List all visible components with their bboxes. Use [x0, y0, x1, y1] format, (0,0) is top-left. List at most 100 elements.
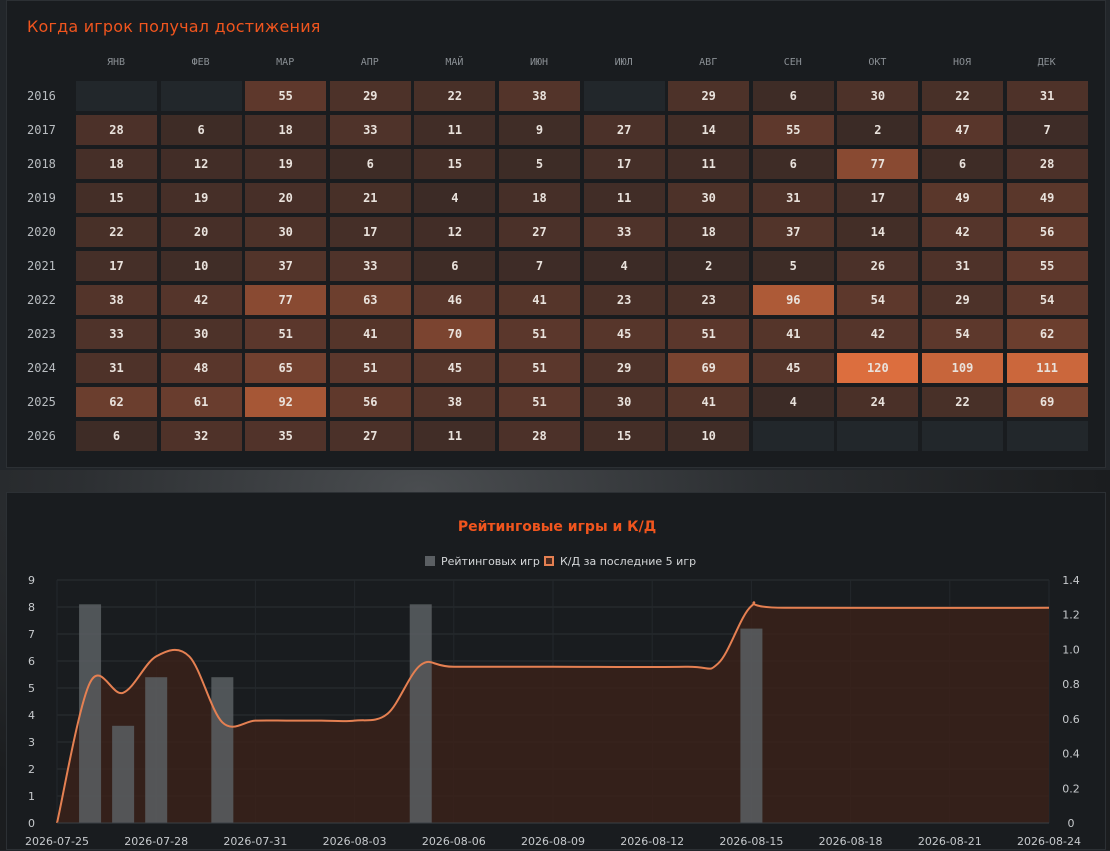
heatmap-cell[interactable]: 18 [245, 115, 327, 145]
heatmap-cell[interactable]: 38 [499, 81, 580, 111]
heatmap-cell[interactable]: 111 [1006, 353, 1088, 383]
heatmap-cell[interactable]: 41 [668, 387, 750, 417]
heatmap-cell[interactable]: 28 [1006, 149, 1088, 179]
heatmap-cell[interactable]: 11 [414, 421, 496, 451]
heatmap-cell[interactable]: 77 [245, 285, 327, 315]
heatmap-cell[interactable]: 62 [1006, 319, 1088, 349]
heatmap-cell[interactable]: 33 [583, 217, 665, 247]
heatmap-cell[interactable]: 11 [414, 115, 496, 145]
heatmap-cell[interactable]: 14 [668, 115, 750, 145]
heatmap-cell[interactable]: 31 [76, 353, 157, 383]
heatmap-cell[interactable]: 31 [752, 183, 834, 213]
heatmap-cell[interactable]: 20 [245, 183, 327, 213]
heatmap-cell[interactable]: 27 [583, 115, 665, 145]
heatmap-cell[interactable]: 6 [329, 149, 411, 179]
heatmap-cell[interactable] [837, 421, 919, 451]
heatmap-cell[interactable]: 35 [245, 421, 327, 451]
heatmap-cell[interactable]: 42 [837, 319, 919, 349]
heatmap-cell[interactable]: 19 [245, 149, 327, 179]
heatmap-cell[interactable]: 96 [752, 285, 834, 315]
heatmap-cell[interactable]: 11 [668, 149, 750, 179]
heatmap-cell[interactable]: 18 [668, 217, 750, 247]
heatmap-cell[interactable]: 17 [76, 251, 157, 281]
heatmap-cell[interactable]: 10 [160, 251, 242, 281]
heatmap-cell[interactable]: 10 [668, 421, 750, 451]
heatmap-cell[interactable]: 33 [329, 115, 411, 145]
heatmap-cell[interactable]: 17 [329, 217, 411, 247]
heatmap-cell[interactable]: 15 [583, 421, 665, 451]
heatmap-cell[interactable]: 32 [160, 421, 242, 451]
heatmap-cell[interactable]: 92 [245, 387, 327, 417]
heatmap-cell[interactable]: 21 [329, 183, 411, 213]
heatmap-cell[interactable]: 22 [414, 81, 496, 111]
heatmap-cell[interactable]: 6 [752, 149, 834, 179]
heatmap-cell[interactable]: 4 [414, 183, 496, 213]
heatmap-cell[interactable]: 38 [76, 285, 157, 315]
heatmap-cell[interactable]: 51 [499, 387, 580, 417]
heatmap-cell[interactable]: 17 [837, 183, 919, 213]
heatmap-cell[interactable]: 5 [499, 149, 580, 179]
heatmap-cell[interactable]: 120 [837, 353, 919, 383]
heatmap-cell[interactable]: 15 [414, 149, 496, 179]
heatmap-cell[interactable]: 56 [329, 387, 411, 417]
heatmap-cell[interactable]: 51 [668, 319, 750, 349]
heatmap-cell[interactable]: 41 [329, 319, 411, 349]
heatmap-cell[interactable]: 54 [837, 285, 919, 315]
heatmap-cell[interactable]: 30 [160, 319, 242, 349]
heatmap-cell[interactable] [583, 81, 665, 111]
heatmap-cell[interactable]: 15 [76, 183, 157, 213]
heatmap-cell[interactable]: 41 [499, 285, 580, 315]
heatmap-cell[interactable]: 55 [1006, 251, 1088, 281]
heatmap-cell[interactable]: 45 [752, 353, 834, 383]
heatmap-cell[interactable]: 45 [583, 319, 665, 349]
heatmap-cell[interactable] [76, 81, 157, 111]
heatmap-cell[interactable]: 51 [499, 319, 580, 349]
heatmap-cell[interactable]: 30 [583, 387, 665, 417]
heatmap-cell[interactable]: 55 [752, 115, 834, 145]
heatmap-cell[interactable]: 55 [245, 81, 327, 111]
heatmap-cell[interactable] [752, 421, 834, 451]
heatmap-cell[interactable]: 51 [245, 319, 327, 349]
heatmap-cell[interactable]: 7 [1006, 115, 1088, 145]
heatmap-cell[interactable]: 2 [837, 115, 919, 145]
heatmap-cell[interactable] [160, 81, 242, 111]
heatmap-cell[interactable]: 37 [245, 251, 327, 281]
heatmap-cell[interactable]: 51 [329, 353, 411, 383]
heatmap-cell[interactable]: 49 [922, 183, 1003, 213]
heatmap-cell[interactable]: 42 [160, 285, 242, 315]
heatmap-cell[interactable]: 22 [922, 81, 1003, 111]
heatmap-cell[interactable]: 38 [414, 387, 496, 417]
heatmap-cell[interactable]: 6 [414, 251, 496, 281]
heatmap-cell[interactable]: 33 [76, 319, 157, 349]
heatmap-cell[interactable]: 12 [414, 217, 496, 247]
heatmap-cell[interactable]: 46 [414, 285, 496, 315]
heatmap-cell[interactable]: 47 [922, 115, 1003, 145]
legend-item-ranked-games[interactable]: Рейтинговых игр [425, 555, 540, 568]
heatmap-cell[interactable]: 14 [837, 217, 919, 247]
heatmap-cell[interactable]: 6 [160, 115, 242, 145]
heatmap-cell[interactable]: 30 [245, 217, 327, 247]
heatmap-cell[interactable]: 7 [499, 251, 580, 281]
heatmap-cell[interactable]: 69 [668, 353, 750, 383]
heatmap-cell[interactable]: 18 [499, 183, 580, 213]
heatmap-cell[interactable]: 4 [752, 387, 834, 417]
heatmap-cell[interactable]: 56 [1006, 217, 1088, 247]
heatmap-cell[interactable]: 22 [922, 387, 1003, 417]
heatmap-cell[interactable]: 62 [76, 387, 157, 417]
heatmap-cell[interactable]: 54 [922, 319, 1003, 349]
heatmap-cell[interactable]: 41 [752, 319, 834, 349]
heatmap-cell[interactable]: 31 [922, 251, 1003, 281]
heatmap-cell[interactable]: 30 [837, 81, 919, 111]
heatmap-cell[interactable]: 26 [837, 251, 919, 281]
heatmap-cell[interactable]: 61 [160, 387, 242, 417]
heatmap-cell[interactable]: 18 [76, 149, 157, 179]
heatmap-cell[interactable]: 29 [329, 81, 411, 111]
heatmap-cell[interactable]: 23 [668, 285, 750, 315]
heatmap-cell[interactable]: 70 [414, 319, 496, 349]
heatmap-cell[interactable]: 33 [329, 251, 411, 281]
heatmap-cell[interactable]: 6 [76, 421, 157, 451]
heatmap-cell[interactable]: 27 [499, 217, 580, 247]
heatmap-cell[interactable] [1006, 421, 1088, 451]
heatmap-cell[interactable]: 30 [668, 183, 750, 213]
heatmap-cell[interactable] [922, 421, 1003, 451]
